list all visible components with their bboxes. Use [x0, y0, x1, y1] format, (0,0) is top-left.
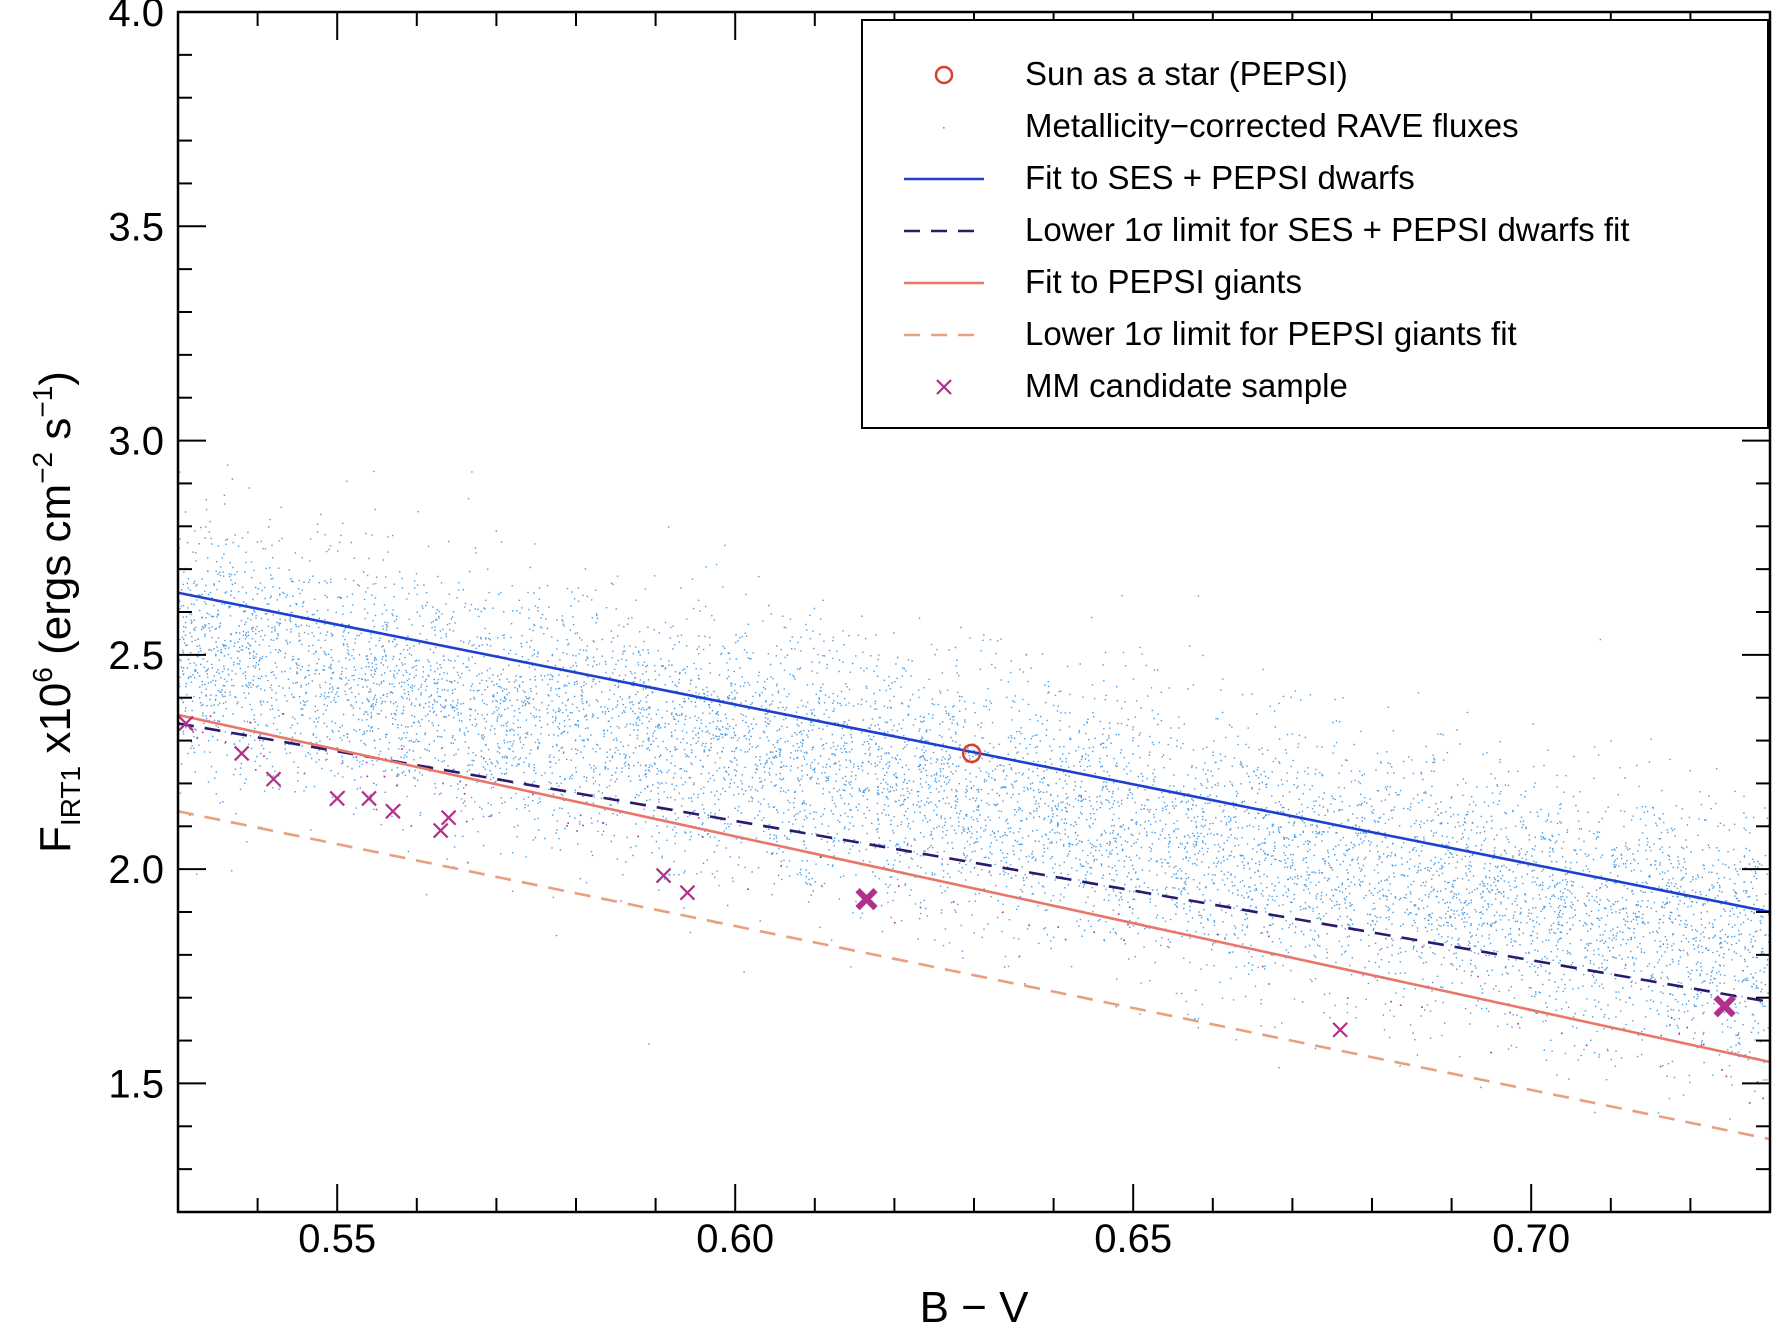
- mm-candidate-marker: [679, 884, 696, 901]
- mm-candidate-marker: [655, 867, 672, 884]
- mm-candidate-marker: [432, 822, 449, 839]
- candidate-dots: [192, 713, 1764, 1104]
- dwarf-fit-line: [178, 591, 1770, 914]
- mm-candidate-marker-large: [1713, 995, 1736, 1018]
- legend-item-sun: Sun as a star (PEPSI): [934, 55, 1348, 92]
- y-tick-label: 3.0: [108, 420, 164, 464]
- legend-label: Metallicity−corrected RAVE fluxes: [1025, 107, 1519, 144]
- fit-lines: [178, 591, 1770, 1141]
- legend-item-dwarf-fit: Fit to SES + PEPSI dwarfs: [904, 159, 1415, 196]
- legend-item-mm: MM candidate sample: [936, 367, 1348, 404]
- y-tick-label: 3.5: [108, 205, 164, 249]
- x-tick-label: 0.55: [298, 1217, 376, 1261]
- y-tick-label: 2.0: [108, 848, 164, 892]
- y-tick-labels: 1.5 2.0 2.5 3.0 3.5 4.0: [108, 0, 164, 1106]
- mm-candidate-marker: [265, 771, 282, 787]
- legend-label: Fit to PEPSI giants: [1025, 263, 1302, 300]
- mm-candidate-marker: [440, 809, 457, 826]
- legend-label: Lower 1σ limit for SES + PEPSI dwarfs fi…: [1025, 211, 1630, 248]
- y-axis-title-group: FIRT1 x106 (ergs cm−2 s−1): [27, 371, 86, 853]
- mm-candidate-marker: [361, 790, 377, 807]
- x-tick-label: 0.60: [696, 1217, 774, 1261]
- giant-fit-line: [178, 713, 1770, 1064]
- y-tick-label: 2.5: [108, 634, 164, 678]
- y-axis-title: FIRT1 x106 (ergs cm−2 s−1): [27, 371, 86, 853]
- mm-candidate-marker: [178, 715, 194, 732]
- mm-candidate-marker: [1332, 1022, 1348, 1038]
- dwarf-lower-line: [178, 722, 1770, 1004]
- legend-label: MM candidate sample: [1025, 367, 1348, 404]
- rave-dots: [178, 464, 1770, 1120]
- x-tick-label: 0.65: [1094, 1217, 1172, 1261]
- legend-item-giant-fit: Fit to PEPSI giants: [904, 263, 1302, 300]
- x-tick-labels: 0.55 0.60 0.65 0.70: [298, 1217, 1570, 1261]
- y-tick-label: 1.5: [108, 1062, 164, 1106]
- legend-item-rave: Metallicity−corrected RAVE fluxes: [943, 107, 1519, 144]
- giant-lower-line: [178, 810, 1770, 1141]
- legend-label: Sun as a star (PEPSI): [1025, 55, 1348, 92]
- mm-candidate-marker: [385, 803, 401, 820]
- rave-flux-points: [178, 464, 1770, 1120]
- legend-item-dwarf-lower: Lower 1σ limit for SES + PEPSI dwarfs fi…: [904, 211, 1630, 248]
- legend-item-giant-lower: Lower 1σ limit for PEPSI giants fit: [904, 315, 1517, 352]
- legend-label: Lower 1σ limit for PEPSI giants fit: [1025, 315, 1517, 352]
- x-axis-title: B − V: [920, 1283, 1029, 1332]
- legend-dot-swatch: [943, 127, 945, 129]
- legend-cross-swatch: [936, 379, 952, 395]
- legend-label: Fit to SES + PEPSI dwarfs: [1025, 159, 1415, 196]
- legend: Sun as a star (PEPSI) Metallicity−correct…: [861, 19, 1769, 429]
- data-markers: [178, 715, 1736, 1038]
- legend-box: [861, 19, 1769, 429]
- sun-marker: [961, 743, 982, 764]
- mm-candidate-marker: [233, 745, 250, 762]
- mm-candidate-marker: [329, 790, 345, 807]
- legend-circle-swatch: [934, 65, 954, 85]
- y-tick-label: 4.0: [108, 0, 164, 35]
- x-tick-label: 0.70: [1492, 1217, 1570, 1261]
- mm-candidate-marker-large: [855, 888, 878, 911]
